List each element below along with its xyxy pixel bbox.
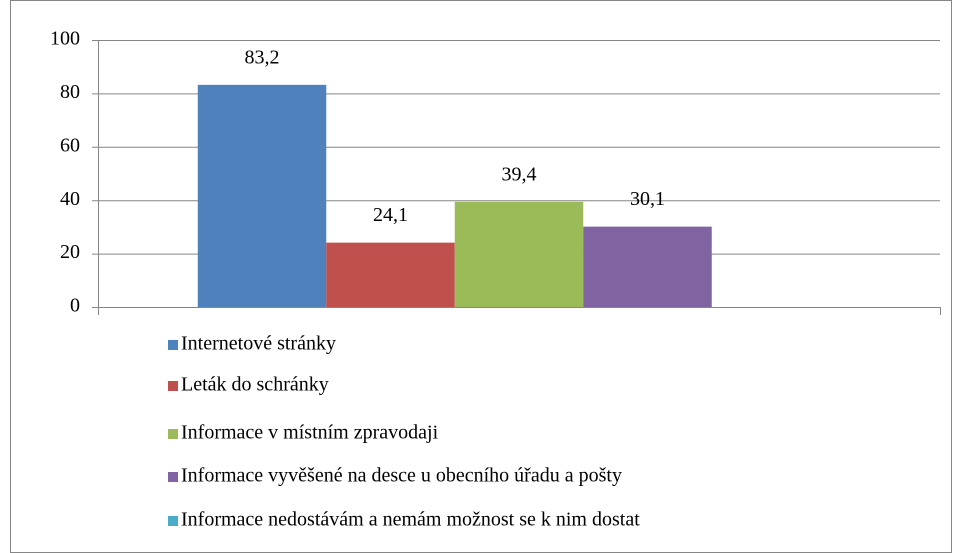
legend-label: Internetové stránky (181, 333, 336, 355)
legend-swatch (168, 381, 178, 391)
y-tick-label: 0 (70, 295, 80, 317)
legend-label: Informace v místním zpravodaji (181, 422, 439, 444)
value-label: 24,1 (373, 204, 408, 226)
bar (583, 226, 712, 307)
y-tick-label: 20 (60, 241, 80, 263)
bar (454, 201, 584, 307)
y-tick-label: 80 (60, 81, 80, 103)
y-tick-label: 100 (50, 28, 80, 50)
value-label: 30,1 (630, 188, 665, 210)
legend-swatch (168, 429, 178, 439)
legend-swatch (168, 472, 178, 482)
y-tick-label: 40 (60, 188, 80, 210)
legend-swatch (168, 516, 178, 526)
legend-label: Informace vyvěšené na desce u obecního ú… (181, 465, 622, 487)
legend-label: Informace nedostávám a nemám možnost se … (181, 509, 640, 531)
legend-label: Leták do schránky (181, 374, 329, 396)
y-tick-label: 60 (60, 134, 80, 156)
bar (326, 242, 455, 307)
legend-swatch (168, 340, 178, 350)
value-label: 83,2 (245, 46, 280, 68)
bar (197, 84, 327, 307)
value-label: 39,4 (502, 163, 537, 185)
